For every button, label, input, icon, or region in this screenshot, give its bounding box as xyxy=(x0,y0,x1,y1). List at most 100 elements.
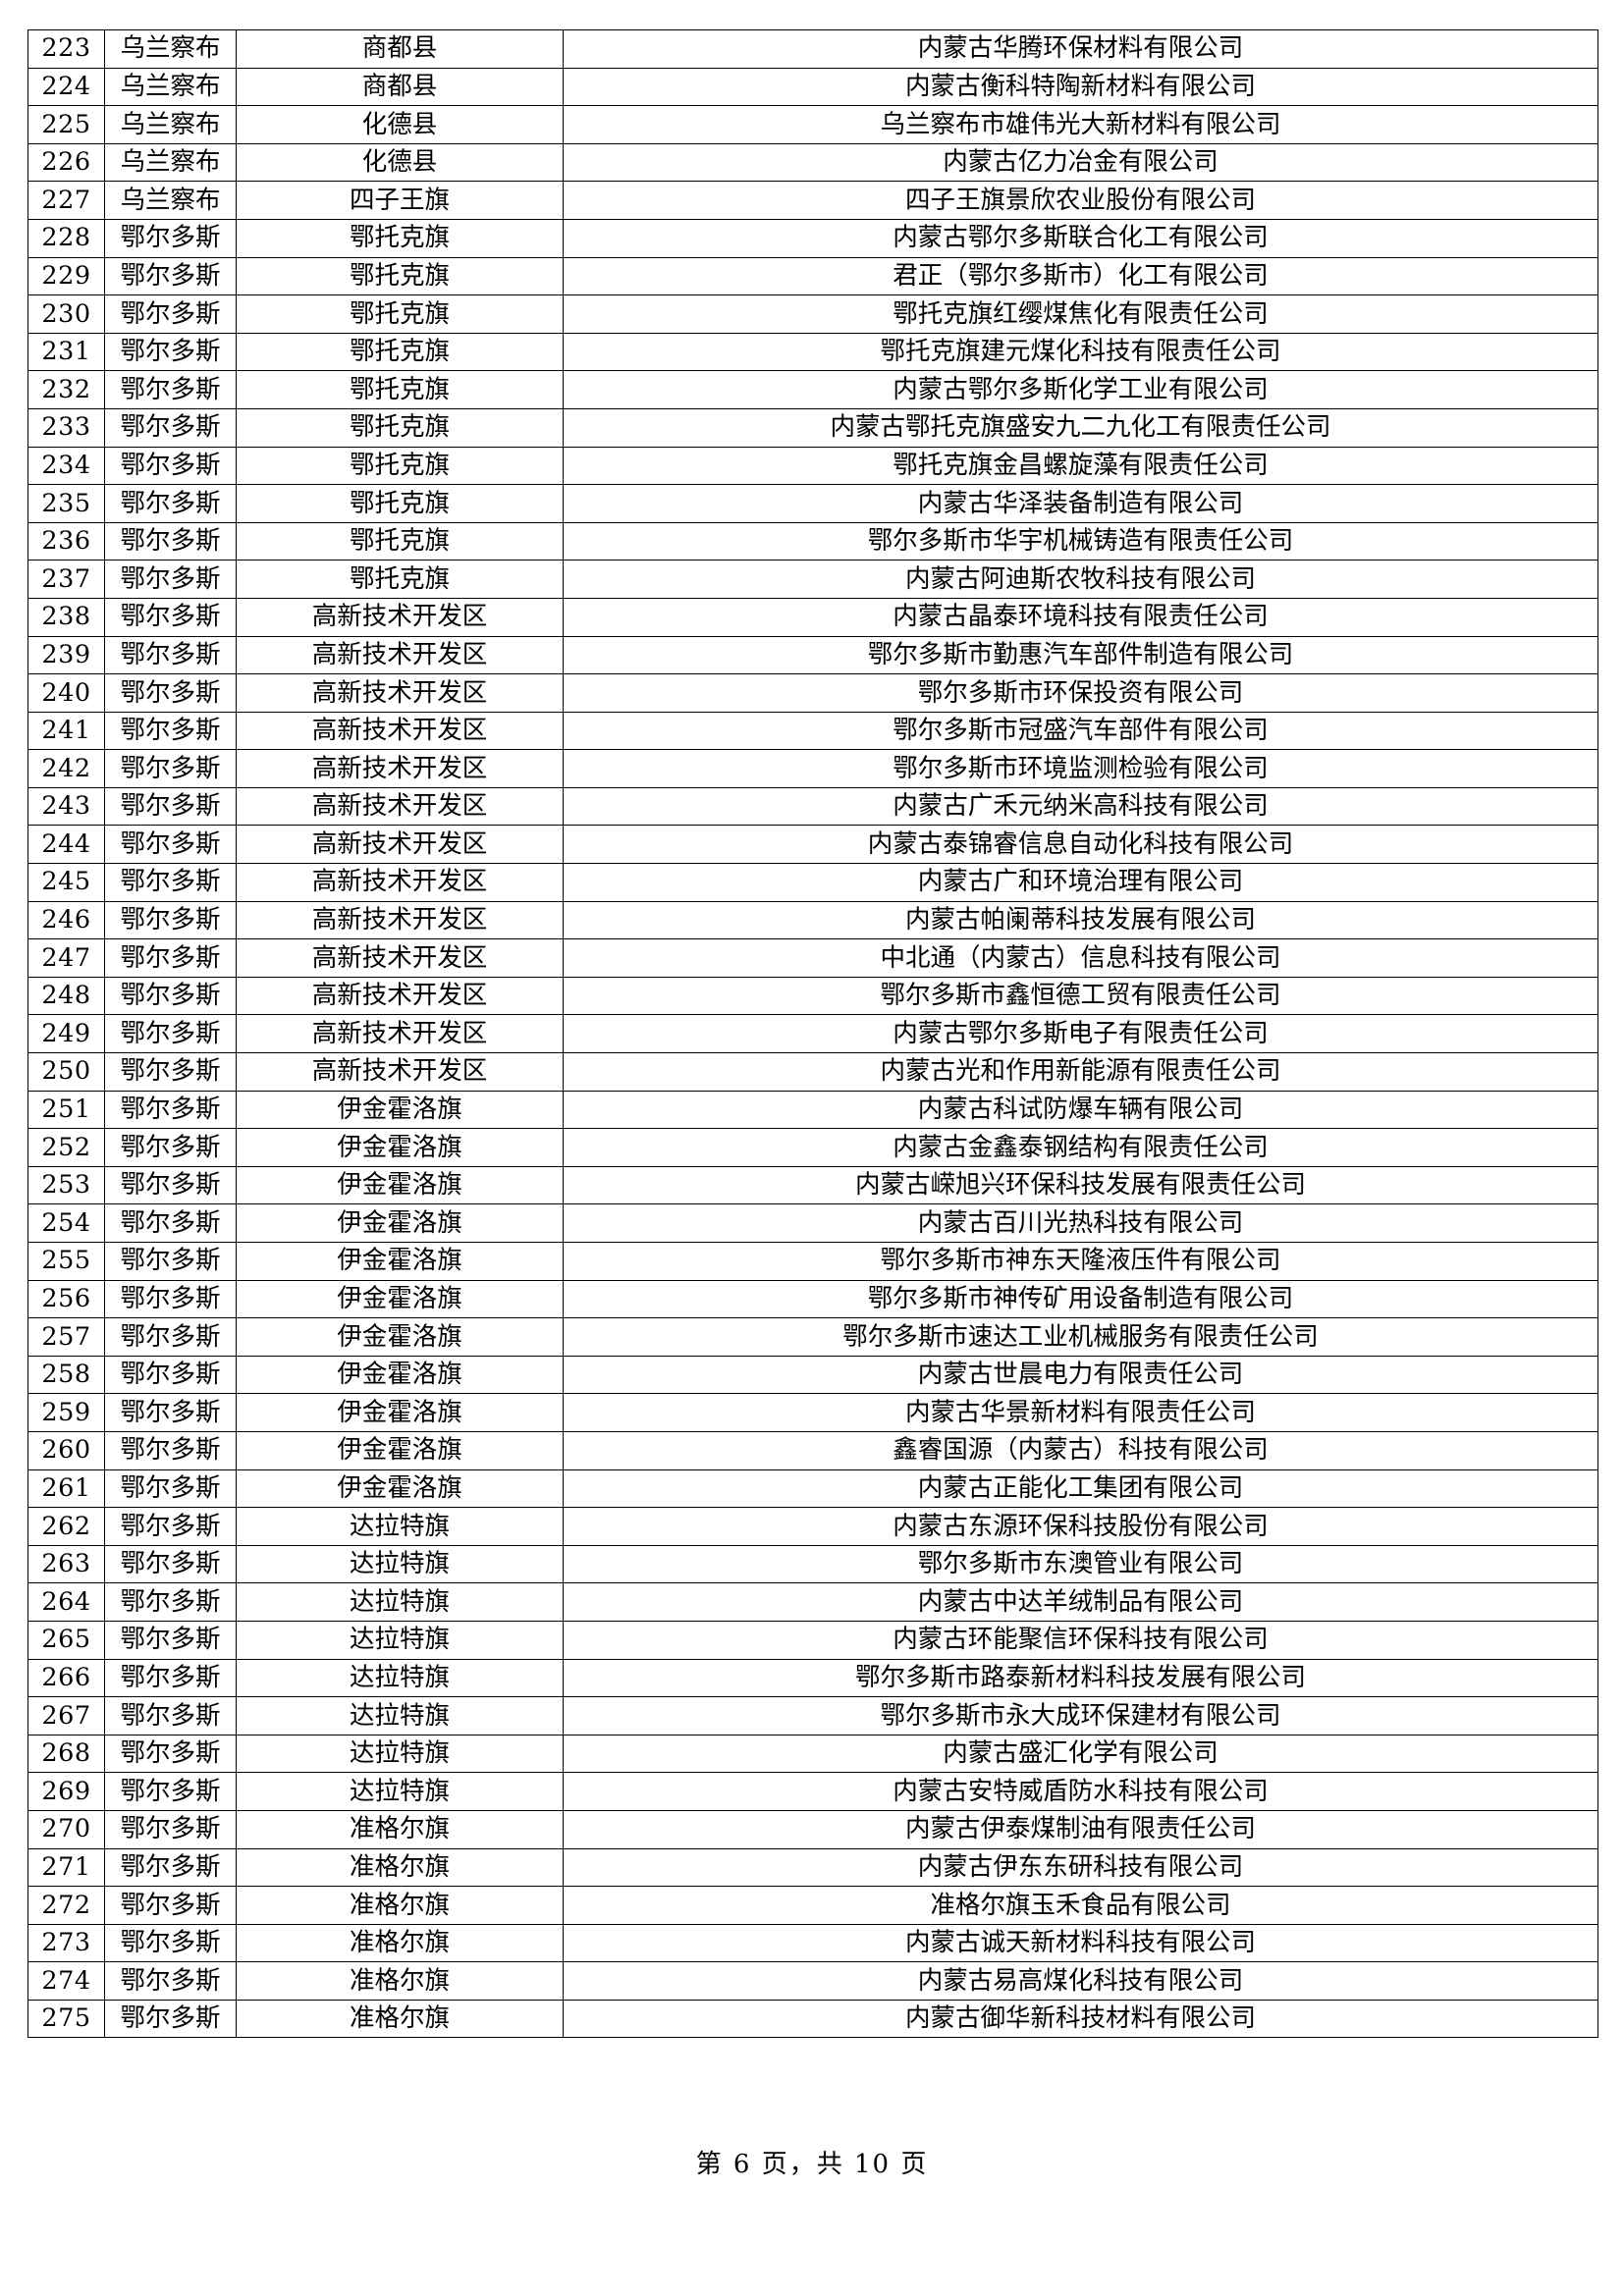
cell-enterprise-name: 内蒙古鄂尔多斯电子有限责任公司 xyxy=(563,1014,1598,1054)
cell-index: 245 xyxy=(27,863,105,902)
cell-city: 乌兰察布 xyxy=(104,67,237,107)
cell-enterprise-name: 内蒙古环能聚信环保科技有限公司 xyxy=(563,1620,1598,1660)
cell-enterprise-name: 内蒙古易高煤化科技有限公司 xyxy=(563,1961,1598,2001)
cell-enterprise-name: 君正（鄂尔多斯市）化工有限公司 xyxy=(563,256,1598,296)
cell-city: 鄂尔多斯 xyxy=(104,900,237,940)
cell-city: 鄂尔多斯 xyxy=(104,1165,237,1205)
cell-index: 247 xyxy=(27,938,105,978)
cell-enterprise-name: 内蒙古帕阑蒂科技发展有限公司 xyxy=(563,900,1598,940)
cell-county: 达拉特旗 xyxy=(236,1507,564,1546)
table-row: 236 鄂尔多斯 鄂托克旗 鄂尔多斯市华宇机械铸造有限责任公司 xyxy=(27,521,1598,561)
table-row: 253 鄂尔多斯 伊金霍洛旗 内蒙古嵘旭兴环保科技发展有限责任公司 xyxy=(27,1165,1598,1205)
table-row: 270 鄂尔多斯 准格尔旗 内蒙古伊泰煤制油有限责任公司 xyxy=(27,1809,1598,1849)
cell-county: 鄂托克旗 xyxy=(236,256,564,296)
cell-city: 鄂尔多斯 xyxy=(104,1923,237,1963)
table-row: 257 鄂尔多斯 伊金霍洛旗 鄂尔多斯市速达工业机械服务有限责任公司 xyxy=(27,1317,1598,1357)
table-row: 248 鄂尔多斯 高新技术开发区 鄂尔多斯市鑫恒德工贸有限责任公司 xyxy=(27,976,1598,1016)
cell-county: 伊金霍洛旗 xyxy=(236,1468,564,1509)
table-row: 251 鄂尔多斯 伊金霍洛旗 内蒙古科试防爆车辆有限公司 xyxy=(27,1090,1598,1130)
table-row: 226 乌兰察布 化德县 内蒙古亿力冶金有限公司 xyxy=(27,142,1598,183)
cell-city: 鄂尔多斯 xyxy=(104,1658,237,1698)
table-row: 245 鄂尔多斯 高新技术开发区 内蒙古广和环境治理有限公司 xyxy=(27,863,1598,902)
cell-county: 高新技术开发区 xyxy=(236,1014,564,1054)
cell-index: 234 xyxy=(27,446,105,486)
cell-county: 高新技术开发区 xyxy=(236,711,564,751)
cell-index: 235 xyxy=(27,484,105,523)
cell-index: 225 xyxy=(27,105,105,144)
table-row: 266 鄂尔多斯 达拉特旗 鄂尔多斯市路泰新材料科技发展有限公司 xyxy=(27,1658,1598,1698)
cell-county: 准格尔旗 xyxy=(236,1999,564,2039)
cell-index: 252 xyxy=(27,1128,105,1167)
table-row: 243 鄂尔多斯 高新技术开发区 内蒙古广禾元纳米高科技有限公司 xyxy=(27,786,1598,827)
cell-index: 230 xyxy=(27,294,105,334)
cell-index: 255 xyxy=(27,1242,105,1281)
cell-enterprise-name: 鄂尔多斯市神东天隆液压件有限公司 xyxy=(563,1242,1598,1281)
cell-enterprise-name: 内蒙古百川光热科技有限公司 xyxy=(563,1203,1598,1243)
cell-city: 鄂尔多斯 xyxy=(104,1203,237,1243)
cell-city: 鄂尔多斯 xyxy=(104,218,237,258)
cell-enterprise-name: 内蒙古鄂尔多斯化学工业有限公司 xyxy=(563,370,1598,409)
cell-index: 274 xyxy=(27,1961,105,2001)
cell-index: 228 xyxy=(27,218,105,258)
cell-city: 鄂尔多斯 xyxy=(104,976,237,1016)
cell-enterprise-name: 鄂尔多斯市神传矿用设备制造有限公司 xyxy=(563,1279,1598,1319)
table-row: 230 鄂尔多斯 鄂托克旗 鄂托克旗红缨煤焦化有限责任公司 xyxy=(27,294,1598,334)
cell-enterprise-name: 鄂尔多斯市东澳管业有限公司 xyxy=(563,1544,1598,1584)
cell-index: 243 xyxy=(27,786,105,827)
cell-index: 248 xyxy=(27,976,105,1016)
cell-index: 238 xyxy=(27,597,105,637)
table-row: 256 鄂尔多斯 伊金霍洛旗 鄂尔多斯市神传矿用设备制造有限公司 xyxy=(27,1279,1598,1319)
cell-index: 226 xyxy=(27,142,105,183)
table-row: 232 鄂尔多斯 鄂托克旗 内蒙古鄂尔多斯化学工业有限公司 xyxy=(27,370,1598,409)
cell-city: 鄂尔多斯 xyxy=(104,1014,237,1054)
cell-county: 伊金霍洛旗 xyxy=(236,1203,564,1243)
cell-index: 250 xyxy=(27,1052,105,1092)
cell-city: 乌兰察布 xyxy=(104,142,237,183)
cell-index: 271 xyxy=(27,1847,105,1888)
cell-index: 269 xyxy=(27,1772,105,1811)
table-row: 258 鄂尔多斯 伊金霍洛旗 内蒙古世晨电力有限责任公司 xyxy=(27,1355,1598,1395)
cell-index: 259 xyxy=(27,1393,105,1432)
cell-enterprise-name: 中北通（内蒙古）信息科技有限公司 xyxy=(563,938,1598,978)
cell-city: 鄂尔多斯 xyxy=(104,635,237,675)
cell-index: 231 xyxy=(27,332,105,372)
cell-city: 鄂尔多斯 xyxy=(104,256,237,296)
cell-index: 254 xyxy=(27,1203,105,1243)
cell-county: 准格尔旗 xyxy=(236,1923,564,1963)
table-row: 223 乌兰察布 商都县 内蒙古华腾环保材料有限公司 xyxy=(27,29,1598,69)
cell-county: 准格尔旗 xyxy=(236,1961,564,2001)
cell-index: 251 xyxy=(27,1090,105,1130)
cell-enterprise-name: 鄂尔多斯市环保投资有限公司 xyxy=(563,673,1598,713)
cell-county: 达拉特旗 xyxy=(236,1658,564,1698)
table-row: 247 鄂尔多斯 高新技术开发区 中北通（内蒙古）信息科技有限公司 xyxy=(27,938,1598,978)
cell-enterprise-name: 内蒙古亿力冶金有限公司 xyxy=(563,142,1598,183)
cell-county: 商都县 xyxy=(236,29,564,69)
table-row: 238 鄂尔多斯 高新技术开发区 内蒙古晶泰环境科技有限责任公司 xyxy=(27,597,1598,637)
cell-enterprise-name: 鑫睿国源（内蒙古）科技有限公司 xyxy=(563,1430,1598,1470)
cell-city: 乌兰察布 xyxy=(104,29,237,69)
cell-index: 244 xyxy=(27,825,105,865)
table-row: 241 鄂尔多斯 高新技术开发区 鄂尔多斯市冠盛汽车部件有限公司 xyxy=(27,711,1598,751)
cell-county: 鄂托克旗 xyxy=(236,521,564,561)
cell-city: 鄂尔多斯 xyxy=(104,786,237,827)
cell-county: 准格尔旗 xyxy=(236,1809,564,1849)
cell-index: 257 xyxy=(27,1317,105,1357)
cell-enterprise-name: 内蒙古广和环境治理有限公司 xyxy=(563,863,1598,902)
table-row: 262 鄂尔多斯 达拉特旗 内蒙古东源环保科技股份有限公司 xyxy=(27,1507,1598,1546)
cell-index: 232 xyxy=(27,370,105,409)
cell-enterprise-name: 内蒙古盛汇化学有限公司 xyxy=(563,1734,1598,1774)
cell-index: 262 xyxy=(27,1507,105,1546)
cell-index: 263 xyxy=(27,1544,105,1584)
cell-index: 227 xyxy=(27,181,105,220)
cell-city: 鄂尔多斯 xyxy=(104,332,237,372)
table-row: 265 鄂尔多斯 达拉特旗 内蒙古环能聚信环保科技有限公司 xyxy=(27,1620,1598,1660)
cell-enterprise-name: 内蒙古广禾元纳米高科技有限公司 xyxy=(563,786,1598,827)
table-row: 259 鄂尔多斯 伊金霍洛旗 内蒙古华景新材料有限责任公司 xyxy=(27,1393,1598,1432)
cell-index: 239 xyxy=(27,635,105,675)
cell-enterprise-name: 四子王旗景欣农业股份有限公司 xyxy=(563,181,1598,220)
table-row: 244 鄂尔多斯 高新技术开发区 内蒙古泰锦睿信息自动化科技有限公司 xyxy=(27,825,1598,865)
table-row: 252 鄂尔多斯 伊金霍洛旗 内蒙古金鑫泰钢结构有限责任公司 xyxy=(27,1128,1598,1167)
table-row: 224 乌兰察布 商都县 内蒙古衡科特陶新材料有限公司 xyxy=(27,67,1598,107)
cell-enterprise-name: 鄂尔多斯市冠盛汽车部件有限公司 xyxy=(563,711,1598,751)
